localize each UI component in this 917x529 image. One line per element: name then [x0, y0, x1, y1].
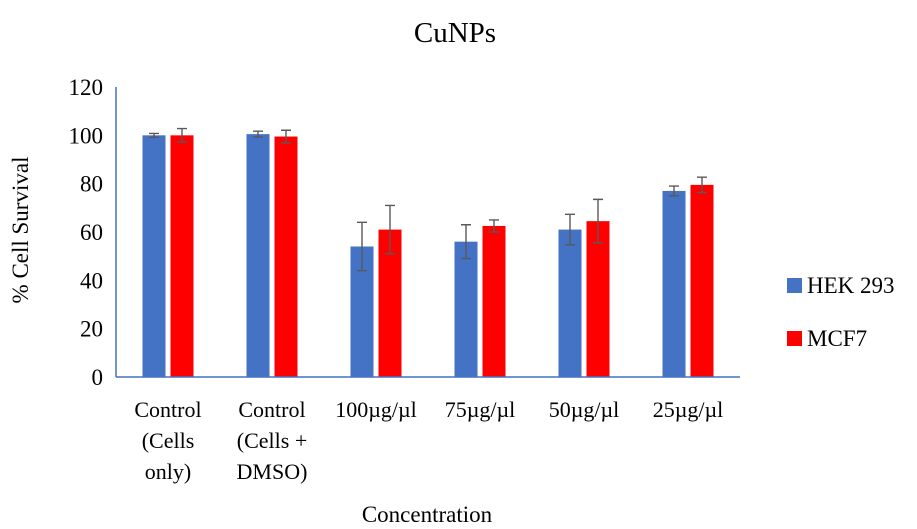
bar-mcf7: [274, 136, 298, 377]
bar-hek293: [454, 241, 478, 377]
legend-item-hek293: HEK 293: [787, 273, 895, 298]
y-axis-label: % Cell Survival: [8, 157, 33, 304]
y-tick-label: 80: [80, 172, 103, 197]
error-bar-mcf7: [489, 219, 499, 233]
bar-mcf7: [378, 229, 402, 377]
y-tick-label: 20: [80, 317, 103, 342]
error-bar-mcf7: [697, 176, 707, 194]
y-tick-label: 60: [80, 220, 103, 245]
bar-hek293: [142, 135, 166, 377]
error-bar-mcf7: [177, 127, 187, 143]
y-axis-ticks: 0 20 40 60 80 100 120: [69, 75, 104, 390]
x-axis-ticks: Control (Cells only) Control (Cells + DMSO) 10…: [134, 397, 723, 484]
chart-title: CuNPs: [414, 17, 496, 49]
error-bar-hek293: [357, 221, 367, 272]
y-tick-label: 100: [69, 123, 104, 148]
x-axis-label: Concentration: [362, 502, 493, 527]
x-tick-label: Control (Cells only): [134, 397, 201, 484]
error-bar-mcf7: [593, 198, 603, 244]
legend-label-mcf7: MCF7: [807, 326, 867, 351]
bar-hek293: [558, 229, 582, 377]
bar-hek293: [350, 246, 374, 377]
y-tick-label: 120: [69, 75, 104, 100]
error-bar-mcf7: [385, 204, 395, 255]
legend-item-mcf7: MCF7: [787, 326, 867, 351]
bar-mcf7: [690, 184, 714, 377]
legend-swatch-hek293: [787, 278, 802, 293]
legend: HEK 293 MCF7: [787, 273, 895, 351]
bar-mcf7: [170, 135, 194, 377]
error-bar-hek293: [565, 213, 575, 246]
x-tick-label: Control (Cells + DMSO): [237, 397, 308, 484]
legend-label-hek293: HEK 293: [807, 273, 895, 298]
error-bar-hek293: [149, 132, 159, 138]
x-tick-label: 50µg/µl: [549, 397, 620, 422]
error-bar-hek293: [461, 224, 471, 260]
error-bar-mcf7: [281, 129, 291, 144]
bar-mcf7: [586, 221, 610, 377]
y-tick-label: 40: [80, 268, 103, 293]
error-bar-hek293: [253, 130, 263, 138]
legend-swatch-mcf7: [787, 331, 802, 346]
x-tick-label: 100µg/µl: [335, 397, 417, 422]
bar-hek293: [662, 190, 686, 377]
x-tick-label: 25µg/µl: [653, 397, 724, 422]
bar-hek293: [246, 134, 270, 377]
bar-mcf7: [482, 225, 506, 377]
error-bar-hek293: [669, 185, 679, 197]
plot-area: [142, 127, 714, 377]
x-tick-label: 75µg/µl: [445, 397, 516, 422]
y-tick-label: 0: [92, 365, 104, 390]
